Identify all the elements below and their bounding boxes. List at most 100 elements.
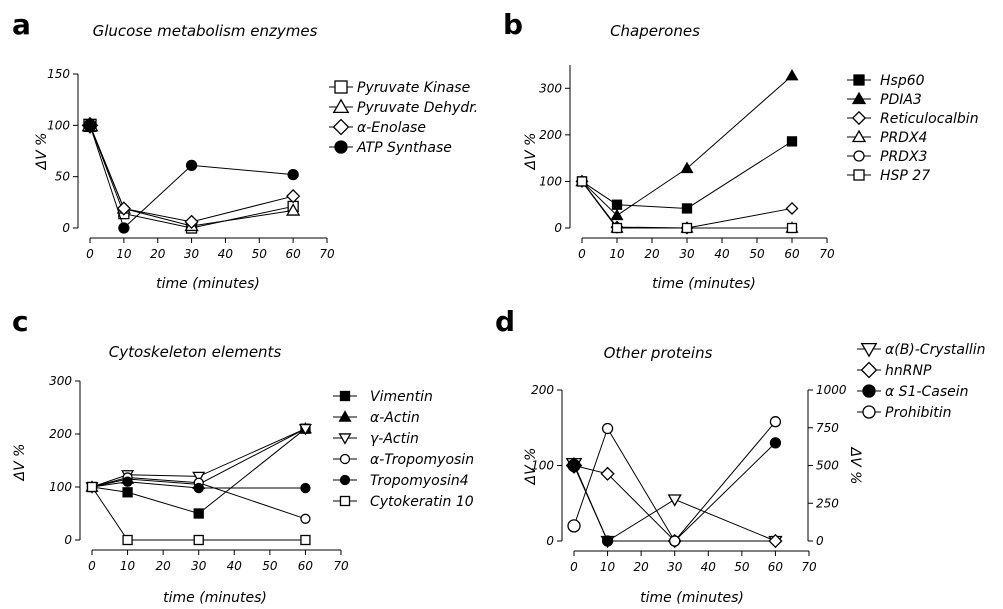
legend-marker [860, 361, 878, 379]
series-prohibitin-point [601, 422, 614, 435]
panel-c-letter: c [12, 305, 29, 338]
x-tick-label: 0 [88, 559, 96, 573]
x-tick-label: 0 [570, 560, 578, 574]
series-pdia3-point [680, 161, 694, 174]
legend-marker [332, 98, 350, 114]
legend-label: Hsp60 [880, 73, 925, 89]
y-right-tick-label: 750 [816, 421, 839, 435]
legend-label: HSP 27 [880, 168, 930, 184]
y-tick-label: 0 [64, 533, 72, 547]
series-hnrnp-point [600, 466, 615, 481]
y-tick-label: 100 [47, 118, 70, 132]
series-hsp60-point [786, 136, 798, 147]
series-enolase-line [89, 125, 294, 223]
x-tick-label: 10 [600, 560, 616, 574]
legend-label: Prohibitin [885, 405, 952, 421]
chart-title: Cytoskeleton elements [109, 343, 282, 361]
x-tick-label: 60 [298, 559, 314, 573]
y-tick-label: 200 [49, 427, 72, 441]
series-s1-casein-point [601, 535, 614, 547]
y-tick-label: 0 [62, 221, 70, 235]
series-pdia3-line [581, 75, 793, 217]
series-atp-synthase [83, 118, 299, 234]
series-hnrnp-line [573, 465, 776, 542]
x-tick-label: 30 [191, 559, 207, 573]
legend-label: α-Actin [370, 410, 420, 426]
series-hnrnp-point [768, 533, 783, 549]
y-tick-label: 200 [531, 383, 554, 397]
series-prohibitin-point [769, 416, 782, 428]
x-axis-label: time (minutes) [163, 590, 267, 606]
series-enolase-point [286, 189, 301, 204]
series-pyruvate-kinase-line [89, 125, 294, 229]
series-tropomyosin4-point [122, 476, 133, 487]
x-tick-label: 40 [218, 247, 234, 261]
x-tick-label: 70 [319, 247, 335, 261]
series-prohibitin-line [573, 421, 776, 542]
series-atp-synthase-point [185, 159, 198, 172]
legend-marker [862, 405, 876, 419]
x-tick-label: 30 [667, 560, 683, 574]
legend-label: Pyruvate Kinase [357, 80, 470, 96]
legend-label: Cytokeratin 10 [370, 494, 474, 510]
x-tick-label: 70 [819, 247, 835, 261]
legend-marker [853, 74, 865, 86]
y-right-tick-label: 250 [816, 496, 839, 510]
legend-label: PRDX4 [880, 130, 927, 146]
series-hsp60 [576, 136, 798, 214]
legend-label: Tropomyosin4 [370, 473, 469, 489]
x-tick-label: 60 [286, 247, 302, 261]
y-right-axis-label: ΔV % [847, 447, 863, 485]
y-tick-label: 300 [49, 374, 72, 388]
series-s1-casein-line [573, 442, 776, 542]
y-axis-label: ΔV % [523, 133, 539, 171]
series-pyruvate-dehydr-point [286, 203, 301, 216]
legend-label: Reticulocalbin [880, 111, 979, 127]
series-atp-synthase-point [83, 118, 97, 132]
series-hsp-27-point [681, 222, 693, 234]
x-tick-label: 30 [184, 247, 200, 261]
legend-label: α-Enolase [357, 120, 426, 136]
series-pdia3-point [610, 208, 624, 221]
series-pyruvate-dehydr [81, 116, 301, 232]
series-vimentin-point [193, 508, 204, 519]
series-atp-synthase-line [89, 125, 294, 229]
y-right-tick-label: 1000 [816, 383, 847, 397]
series-s1-casein-point [769, 437, 782, 449]
series-enolase-point [116, 201, 131, 216]
x-tick-label: 60 [768, 560, 784, 574]
x-tick-label: 10 [116, 247, 132, 261]
series-cytokeratin-10-point [86, 481, 98, 493]
series-cytokeratin-10-line [91, 486, 306, 541]
series-atp-synthase-point [118, 222, 130, 234]
x-tick-label: 0 [578, 247, 586, 261]
series-cytokeratin-10 [86, 481, 311, 546]
y-tick-label: 0 [554, 221, 562, 235]
y-tick-label: 0 [546, 534, 554, 548]
panel-c-chart: c Cytoskeleton elements 0 100 200 300 0 10 20 30 4… [12, 305, 474, 606]
x-tick-label: 20 [156, 559, 172, 573]
series-tropomyosin4-point [193, 482, 204, 494]
y-right-tick-label: 0 [816, 534, 824, 548]
series-pdia3 [575, 69, 799, 221]
legend-marker [334, 140, 348, 154]
panel-a-chart: a Glucose metabolism enzymes 0 50 100 150 0 10 2… [12, 8, 478, 292]
y-tick-label: 150 [47, 67, 70, 81]
x-tick-label: 10 [120, 559, 136, 573]
series-cytokeratin-10-point [300, 534, 311, 546]
legend-marker [339, 474, 351, 486]
series-hsp-27 [576, 176, 798, 234]
y-axis-label: ΔV % [12, 444, 28, 482]
x-tick-label: 50 [734, 560, 750, 574]
legend-label: α S1-Casein [885, 384, 969, 400]
series-b-crystallin-point [667, 494, 682, 507]
legend-label: hnRNP [885, 363, 932, 379]
x-tick-label: 40 [227, 559, 243, 573]
x-tick-label: 50 [252, 247, 268, 261]
x-axis-label: time (minutes) [640, 590, 744, 606]
panel-d-letter: d [495, 305, 515, 338]
x-tick-label: 20 [634, 560, 650, 574]
chart-title: Other proteins [604, 344, 713, 362]
legend-marker [853, 169, 865, 181]
